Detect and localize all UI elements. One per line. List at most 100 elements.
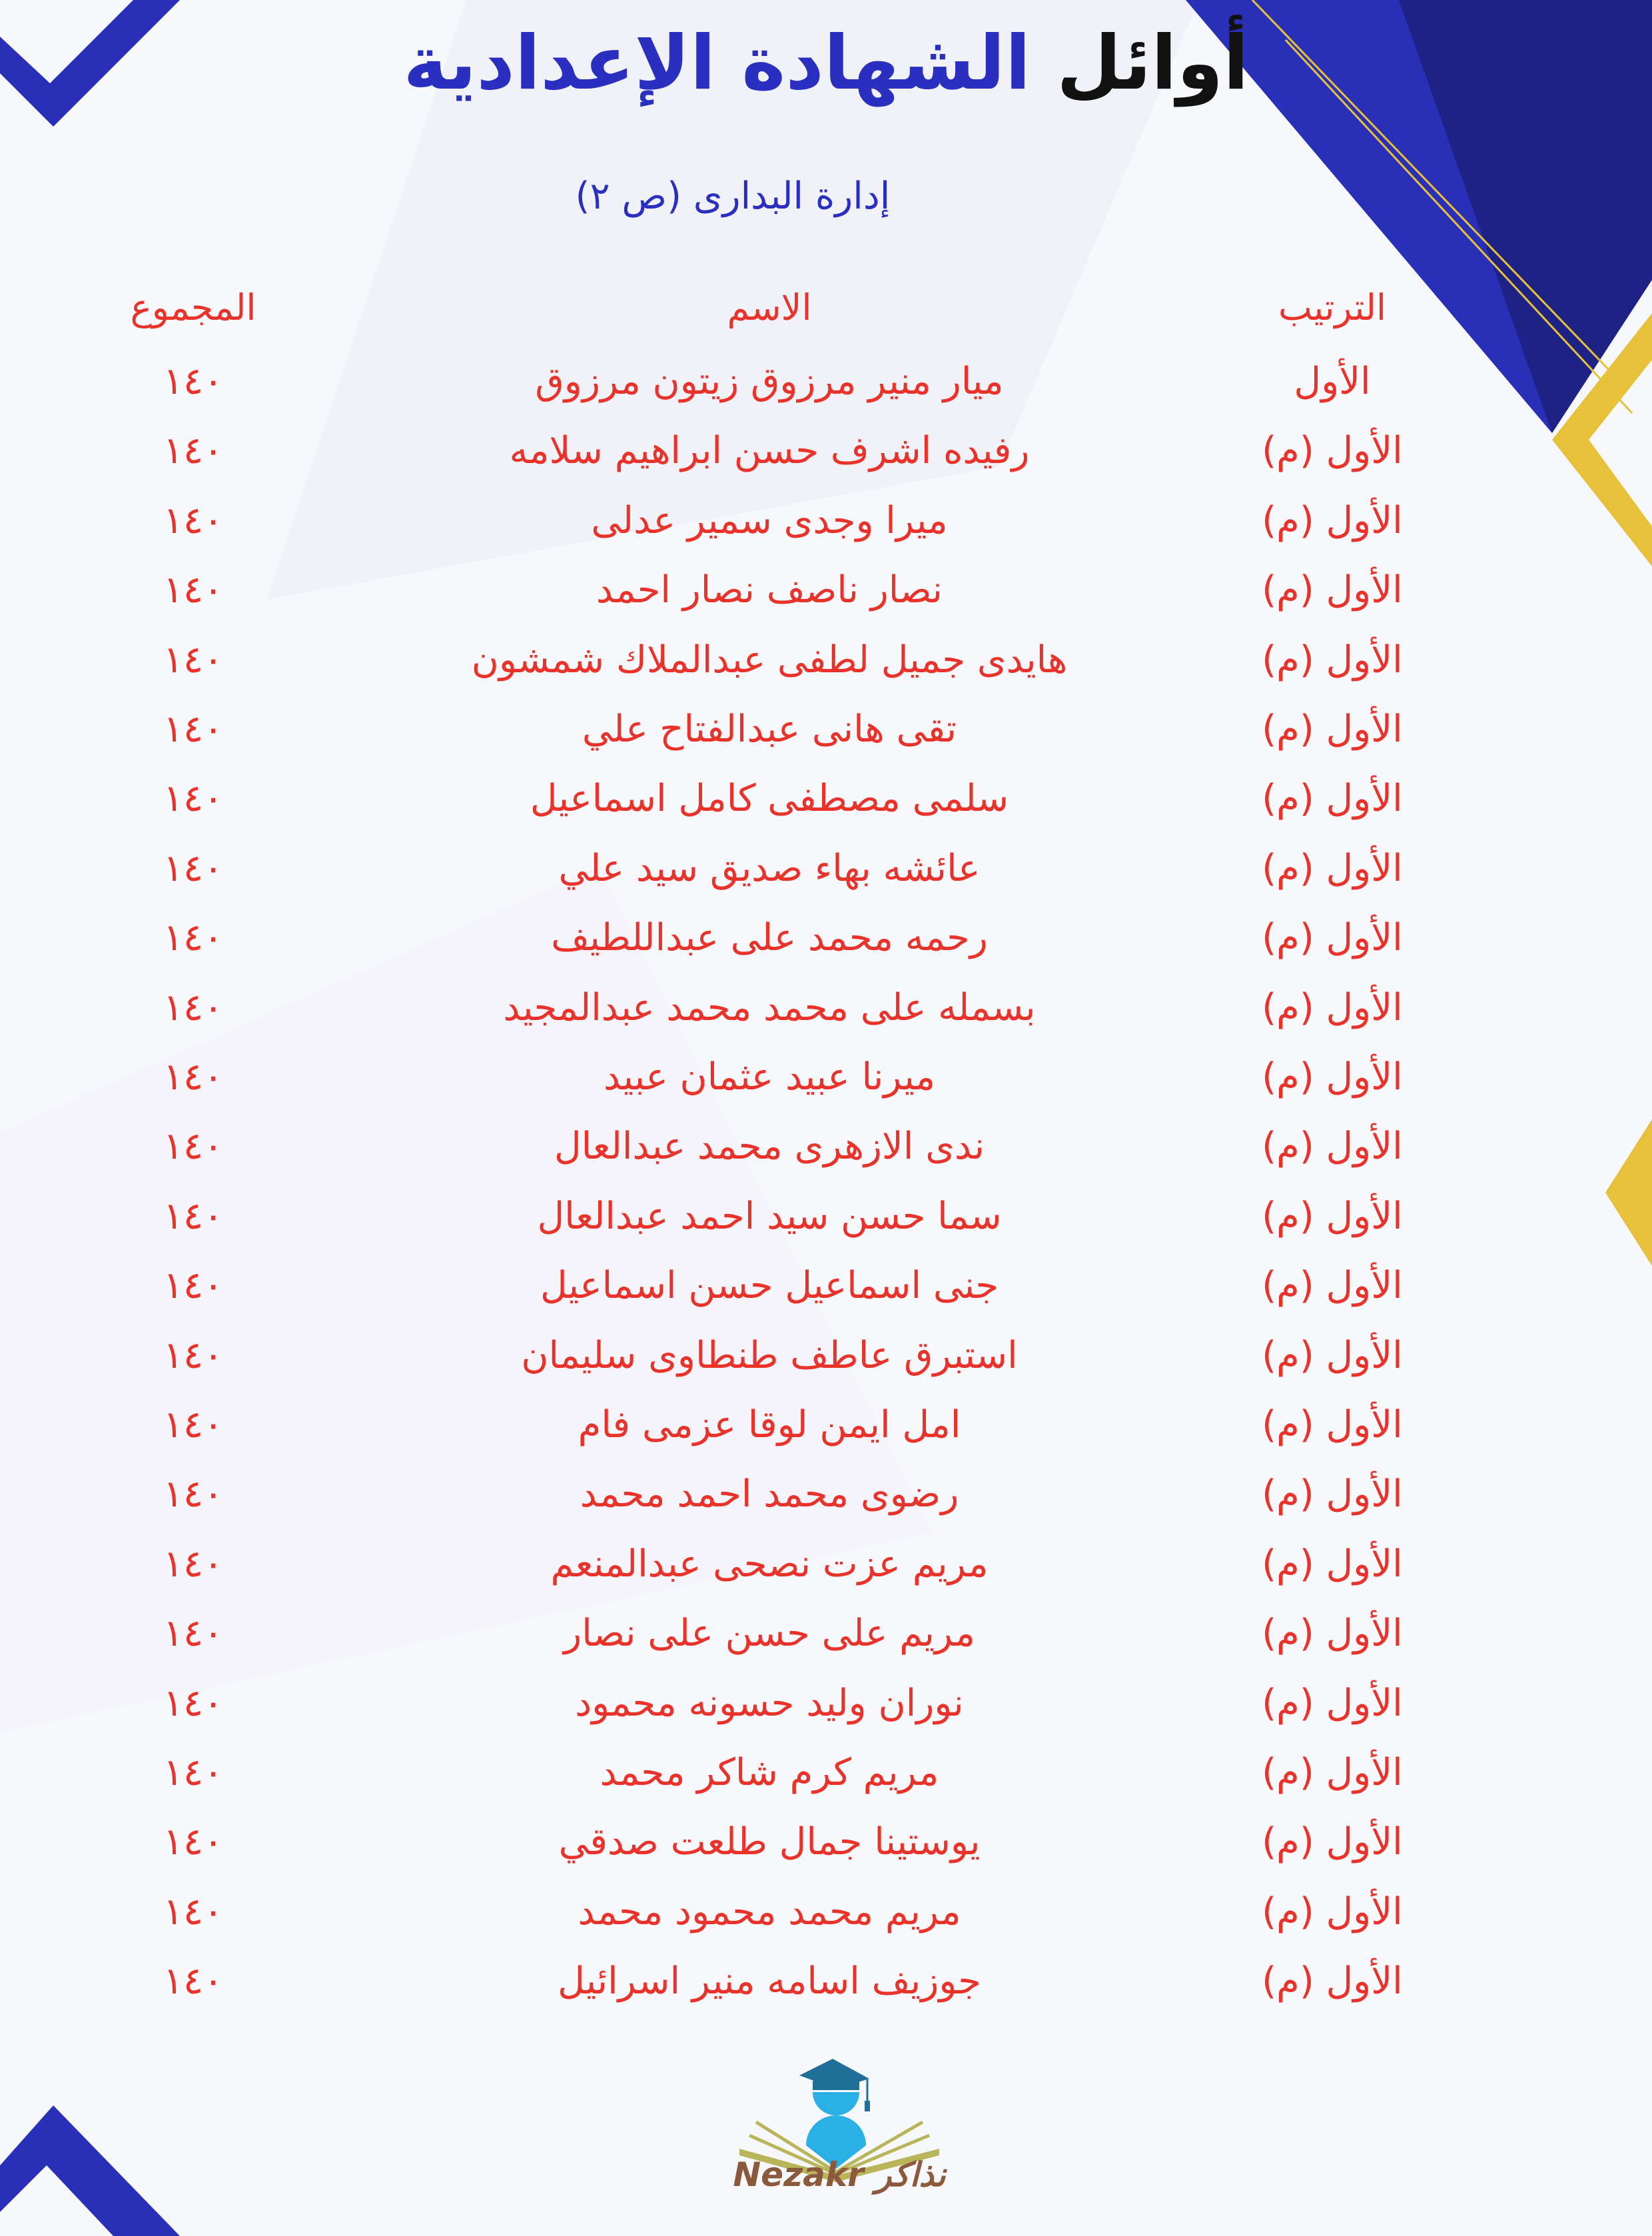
total-cell: ١٤٠ <box>163 1542 224 1586</box>
rank-cell: الأول (م) <box>1262 498 1403 542</box>
rank-cell: الأول (م) <box>1262 1542 1403 1586</box>
table-row: الأول (م) بسمله على محمد محمد عبدالمجيد ١٤… <box>0 986 1652 1053</box>
total-cell: ١٤٠ <box>163 1751 224 1794</box>
table-row: الأول (م) مريم على حسن على نصار ١٤٠ <box>0 1612 1652 1678</box>
rank-cell: الأول (م) <box>1262 1472 1403 1516</box>
table-row: الأول (م) ندى الازهرى محمد عبدالعال ١٤٠ <box>0 1125 1652 1191</box>
name-cell: امل ايمن لوقا عزمى فام <box>578 1403 961 1446</box>
table-row: الأول (م) مريم محمد محمود محمد ١٤٠ <box>0 1890 1652 1957</box>
logo-text: Nezakr نذاكر <box>733 2155 946 2194</box>
table-row: الأول (م) مريم عزت نصحى عبدالمنعم ١٤٠ <box>0 1542 1652 1609</box>
table-row: الأول (م) ميرنا عبيد عثمان عبيد ١٤٠ <box>0 1055 1652 1122</box>
total-cell: ١٤٠ <box>163 498 224 542</box>
table-row: الأول (م) ميرا وجدى سمير عدلى ١٤٠ <box>0 499 1652 566</box>
table-row: الأول (م) رحمه محمد على عبداللطيف ١٤٠ <box>0 916 1652 983</box>
table-row: الأول (م) عائشه بهاء صديق سيد علي ١٤٠ <box>0 847 1652 913</box>
name-cell: ميار منير مرزوق زيتون مرزوق <box>535 360 1004 403</box>
rank-cell: الأول (م) <box>1262 1055 1403 1099</box>
total-cell: ١٤٠ <box>163 1194 224 1238</box>
name-cell: رحمه محمد على عبداللطيف <box>551 916 988 960</box>
rank-cell: الأول (م) <box>1262 1403 1403 1446</box>
rank-cell: الأول (م) <box>1262 708 1403 751</box>
name-cell: سلمى مصطفى كامل اسماعيل <box>530 777 1009 821</box>
table-row: الأول (م) سما حسن سيد احمد عبدالعال ١٤٠ <box>0 1195 1652 1261</box>
rank-cell: الأول (م) <box>1262 985 1403 1029</box>
rank-cell: الأول <box>1294 360 1371 403</box>
page-title: أوائل الشهادة الإعدادية <box>0 20 1652 107</box>
table-row: الأول ميار منير مرزوق زيتون مرزوق ١٤٠ <box>0 360 1652 426</box>
table-row: الأول (م) نوران وليد حسونه محمود ١٤٠ <box>0 1682 1652 1748</box>
rank-cell: الأول (م) <box>1262 1125 1403 1169</box>
column-header-total: المجموع <box>130 286 256 328</box>
rank-cell: الأول (م) <box>1262 638 1403 682</box>
rank-cell: الأول (م) <box>1262 777 1403 821</box>
total-cell: ١٤٠ <box>163 1055 224 1099</box>
name-cell: عائشه بهاء صديق سيد علي <box>558 846 981 890</box>
name-cell: نوران وليد حسونه محمود <box>575 1681 964 1725</box>
name-cell: سما حسن سيد احمد عبدالعال <box>537 1194 1002 1238</box>
total-cell: ١٤٠ <box>163 985 224 1029</box>
total-cell: ١٤٠ <box>163 708 224 751</box>
rank-cell: الأول (م) <box>1262 1959 1403 2003</box>
name-cell: ميرا وجدى سمير عدلى <box>591 498 948 542</box>
name-cell: رضوى محمد احمد محمد <box>580 1472 959 1516</box>
gold-chevron-top <box>1552 313 1652 566</box>
rank-cell: الأول (م) <box>1262 1612 1403 1656</box>
title-part1: أوائل <box>1056 20 1249 107</box>
total-cell: ١٤٠ <box>163 360 224 403</box>
total-cell: ١٤٠ <box>163 777 224 821</box>
total-cell: ١٤٠ <box>163 1959 224 2003</box>
name-cell: يوستينا جمال طلعت صدقي <box>558 1820 981 1864</box>
total-cell: ١٤٠ <box>163 638 224 682</box>
total-cell: ١٤٠ <box>163 1681 224 1725</box>
title-part2: الشهادة الإعدادية <box>403 20 1031 107</box>
rank-cell: الأول (م) <box>1262 1890 1403 1934</box>
name-cell: جنى اسماعيل حسن اسماعيل <box>540 1264 999 1308</box>
total-cell: ١٤٠ <box>163 1612 224 1656</box>
name-cell: ميرنا عبيد عثمان عبيد <box>604 1055 935 1099</box>
gold-chevron-mid <box>1605 1119 1652 1266</box>
name-cell: هايدى جميل لطفى عبدالملاك شمشون <box>471 638 1068 682</box>
table-row: الأول (م) سلمى مصطفى كامل اسماعيل ١٤٠ <box>0 777 1652 843</box>
name-cell: رفيده اشرف حسن ابراهيم سلامه <box>509 429 1030 473</box>
rank-cell: الأول (م) <box>1262 846 1403 890</box>
name-cell: تقى هانى عبدالفتاح علي <box>582 708 957 751</box>
rank-cell: الأول (م) <box>1262 1820 1403 1864</box>
name-cell: مريم محمد محمود محمد <box>578 1890 961 1934</box>
table-row: الأول (م) رضوى محمد احمد محمد ١٤٠ <box>0 1472 1652 1539</box>
total-cell: ١٤٠ <box>163 1403 224 1446</box>
rank-cell: الأول (م) <box>1262 568 1403 612</box>
total-cell: ١٤٠ <box>163 1264 224 1308</box>
total-cell: ١٤٠ <box>163 846 224 890</box>
name-cell: مريم عزت نصحى عبدالمنعم <box>550 1542 989 1586</box>
rank-cell: الأول (م) <box>1262 429 1403 473</box>
table-row: الأول (م) مريم كرم شاكر محمد ١٤٠ <box>0 1751 1652 1818</box>
name-cell: بسمله على محمد محمد عبدالمجيد <box>503 985 1036 1029</box>
total-cell: ١٤٠ <box>163 429 224 473</box>
total-cell: ١٤٠ <box>163 1890 224 1934</box>
name-cell: استبرق عاطف طنطاوى سليمان <box>521 1333 1018 1377</box>
total-cell: ١٤٠ <box>163 1333 224 1377</box>
nezakr-logo <box>739 2059 939 2182</box>
rank-cell: الأول (م) <box>1262 1681 1403 1725</box>
table-row: الأول (م) استبرق عاطف طنطاوى سليمان ١٤٠ <box>0 1334 1652 1400</box>
column-header-rank: الترتيب <box>1278 286 1386 328</box>
total-cell: ١٤٠ <box>163 1820 224 1864</box>
table-row: الأول (م) نصار ناصف نصار احمد ١٤٠ <box>0 568 1652 635</box>
table-row: الأول (م) جنى اسماعيل حسن اسماعيل ١٤٠ <box>0 1264 1652 1331</box>
total-cell: ١٤٠ <box>163 1472 224 1516</box>
table-row: الأول (م) هايدى جميل لطفى عبدالملاك شمشون… <box>0 638 1652 705</box>
column-header-name: الاسم <box>727 286 812 328</box>
name-cell: نصار ناصف نصار احمد <box>596 568 943 612</box>
table-row: الأول (م) امل ايمن لوقا عزمى فام ١٤٠ <box>0 1403 1652 1470</box>
rank-cell: الأول (م) <box>1262 1751 1403 1794</box>
total-cell: ١٤٠ <box>163 1125 224 1169</box>
rank-cell: الأول (م) <box>1262 1333 1403 1377</box>
table-row: الأول (م) جوزيف اسامه منير اسرائيل ١٤٠ <box>0 1959 1652 2026</box>
rank-cell: الأول (م) <box>1262 1194 1403 1238</box>
table-row: الأول (م) يوستينا جمال طلعت صدقي ١٤٠ <box>0 1820 1652 1887</box>
rank-cell: الأول (م) <box>1262 916 1403 960</box>
name-cell: مريم على حسن على نصار <box>564 1612 975 1656</box>
table-row: الأول (م) تقى هانى عبدالفتاح علي ١٤٠ <box>0 708 1652 774</box>
